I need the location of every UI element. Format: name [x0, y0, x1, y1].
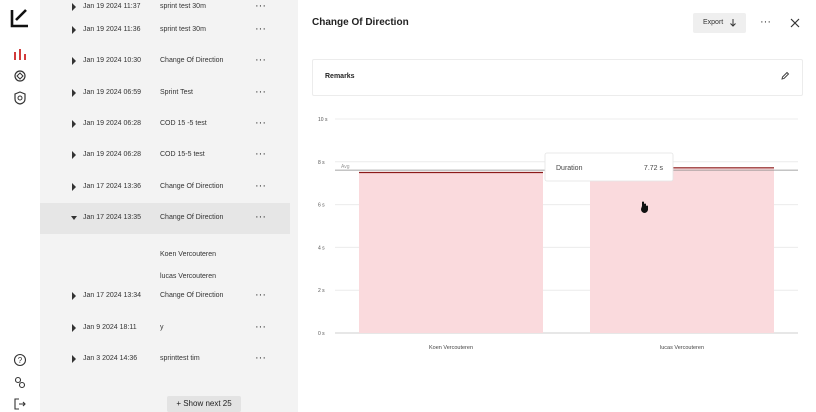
- session-name: sprint test 30m: [160, 3, 206, 10]
- session-title: Change Of Direction: [312, 17, 409, 28]
- session-date: Jan 19 2024 11:36: [83, 26, 141, 33]
- show-next-button[interactable]: + Show next 25: [167, 396, 241, 412]
- tooltip-label: Duration: [556, 165, 583, 172]
- session-row[interactable]: Jan 3 2024 14:36 sprinttest tim ···: [40, 344, 290, 375]
- row-more-button[interactable]: ···: [255, 117, 266, 129]
- app-logo[interactable]: [8, 6, 32, 30]
- session-row[interactable]: Jan 19 2024 10:30 Change Of Direction ···: [40, 46, 290, 77]
- session-date: Jan 9 2024 18:11: [83, 324, 137, 331]
- badge-icon[interactable]: [12, 90, 28, 106]
- row-more-button[interactable]: ···: [255, 211, 266, 223]
- session-row[interactable]: Jan 19 2024 11:36 sprint test 30m ···: [40, 15, 290, 46]
- remarks-box[interactable]: Remarks: [312, 59, 803, 96]
- y-tick-label: 2 s: [318, 288, 325, 294]
- row-more-button[interactable]: ···: [255, 321, 266, 333]
- tooltip: [544, 152, 674, 182]
- logout-icon[interactable]: [12, 396, 28, 412]
- session-row[interactable]: Jan 17 2024 13:34 Change Of Direction ···: [40, 281, 290, 312]
- session-row[interactable]: Jan 19 2024 11:37 sprint test 30m ···: [40, 0, 290, 23]
- bar: [359, 172, 543, 333]
- export-label: Export: [703, 19, 724, 26]
- tooltip-value: 7.72 s: [644, 165, 664, 172]
- session-row[interactable]: Jan 17 2024 13:35 Change Of Direction ···: [40, 203, 290, 234]
- session-name: Change Of Direction: [160, 183, 224, 190]
- session-row[interactable]: Jan 19 2024 06:28 COD 15 -5 test ···: [40, 109, 290, 140]
- caret-right-icon[interactable]: [71, 355, 77, 363]
- caret-right-icon[interactable]: [71, 57, 77, 65]
- athlete-row[interactable]: lucas Vercouteren: [160, 273, 217, 280]
- session-date: Jan 19 2024 06:59: [83, 89, 141, 96]
- row-more-button[interactable]: ···: [255, 289, 266, 301]
- settings-icon[interactable]: [12, 374, 28, 390]
- detail-panel: Change Of Direction Export ··· Remarks 0…: [298, 0, 816, 412]
- session-name: Sprint Test: [160, 89, 193, 96]
- session-date: Jan 19 2024 10:30: [83, 57, 141, 64]
- row-more-button[interactable]: ···: [255, 0, 266, 12]
- caret-right-icon[interactable]: [71, 324, 77, 332]
- session-name: Change Of Direction: [160, 292, 224, 299]
- caret-right-icon[interactable]: [71, 89, 77, 97]
- caret-right-icon[interactable]: [71, 151, 77, 159]
- cursor-icon: [641, 201, 648, 213]
- duration-chart: 0 s 2 s 4 s 6 s 8 s 10 s Koen Vercouteren lucas…: [318, 117, 798, 351]
- row-more-button[interactable]: ···: [255, 54, 266, 66]
- session-row[interactable]: Jan 19 2024 06:59 Sprint Test ···: [40, 78, 290, 109]
- session-name: y: [160, 324, 164, 331]
- y-tick-label: 8 s: [318, 160, 325, 166]
- row-more-button[interactable]: ···: [255, 23, 266, 35]
- average-label: Avg: [341, 164, 350, 170]
- close-icon[interactable]: [790, 18, 800, 28]
- row-more-button[interactable]: ···: [255, 148, 266, 160]
- remarks-label: Remarks: [325, 73, 355, 80]
- caret-right-icon[interactable]: [71, 26, 77, 34]
- row-more-button[interactable]: ···: [255, 352, 266, 364]
- export-button[interactable]: Export: [693, 13, 746, 33]
- session-date: Jan 19 2024 11:37: [83, 3, 141, 10]
- session-name: Change Of Direction: [160, 214, 224, 221]
- svg-text:?: ?: [18, 356, 23, 365]
- session-row[interactable]: Jan 19 2024 06:28 COD 15-5 test ···: [40, 140, 290, 171]
- row-more-button[interactable]: ···: [255, 180, 266, 192]
- athlete-row[interactable]: Koen Vercouteren: [160, 251, 217, 258]
- left-rail: ?: [0, 0, 40, 412]
- caret-right-icon[interactable]: [71, 3, 77, 11]
- y-tick-label: 10 s: [318, 117, 328, 123]
- caret-right-icon[interactable]: [71, 292, 77, 300]
- arrow-down-icon: [730, 19, 736, 27]
- session-date: Jan 19 2024 06:28: [83, 151, 141, 158]
- y-tick-label: 6 s: [318, 203, 325, 209]
- bar: [590, 167, 774, 333]
- session-date: Jan 17 2024 13:36: [83, 183, 141, 190]
- session-date: Jan 17 2024 13:34: [83, 292, 141, 299]
- caret-down-icon[interactable]: [71, 214, 77, 222]
- session-row[interactable]: Jan 9 2024 18:11 y ···: [40, 313, 290, 344]
- row-more-button[interactable]: ···: [255, 86, 266, 98]
- help-icon[interactable]: ?: [12, 352, 28, 368]
- session-name: sprinttest tim: [160, 355, 200, 362]
- bar-chart-icon[interactable]: [12, 46, 28, 62]
- session-list: Jan 19 2024 11:37 sprint test 30m ··· Jan 1…: [40, 0, 298, 412]
- athlete-icon[interactable]: [12, 68, 28, 84]
- x-tick-label: Koen Vercouteren: [429, 345, 473, 351]
- session-name: COD 15 -5 test: [160, 120, 207, 127]
- session-name: Change Of Direction: [160, 57, 224, 64]
- y-tick-label: 4 s: [318, 245, 325, 251]
- x-tick-label: lucas Vercouteren: [660, 345, 704, 351]
- session-name: sprint test 30m: [160, 26, 206, 33]
- session-date: Jan 3 2024 14:36: [83, 355, 138, 362]
- session-date: Jan 19 2024 06:28: [83, 120, 141, 127]
- y-tick-label: 0 s: [318, 331, 325, 337]
- session-date: Jan 17 2024 13:35: [83, 214, 141, 221]
- more-options-button[interactable]: ···: [760, 16, 771, 28]
- edit-icon[interactable]: [780, 71, 790, 81]
- session-row[interactable]: Jan 17 2024 13:36 Change Of Direction ···: [40, 172, 290, 203]
- caret-right-icon[interactable]: [71, 183, 77, 191]
- caret-right-icon[interactable]: [71, 120, 77, 128]
- session-name: COD 15-5 test: [160, 151, 205, 158]
